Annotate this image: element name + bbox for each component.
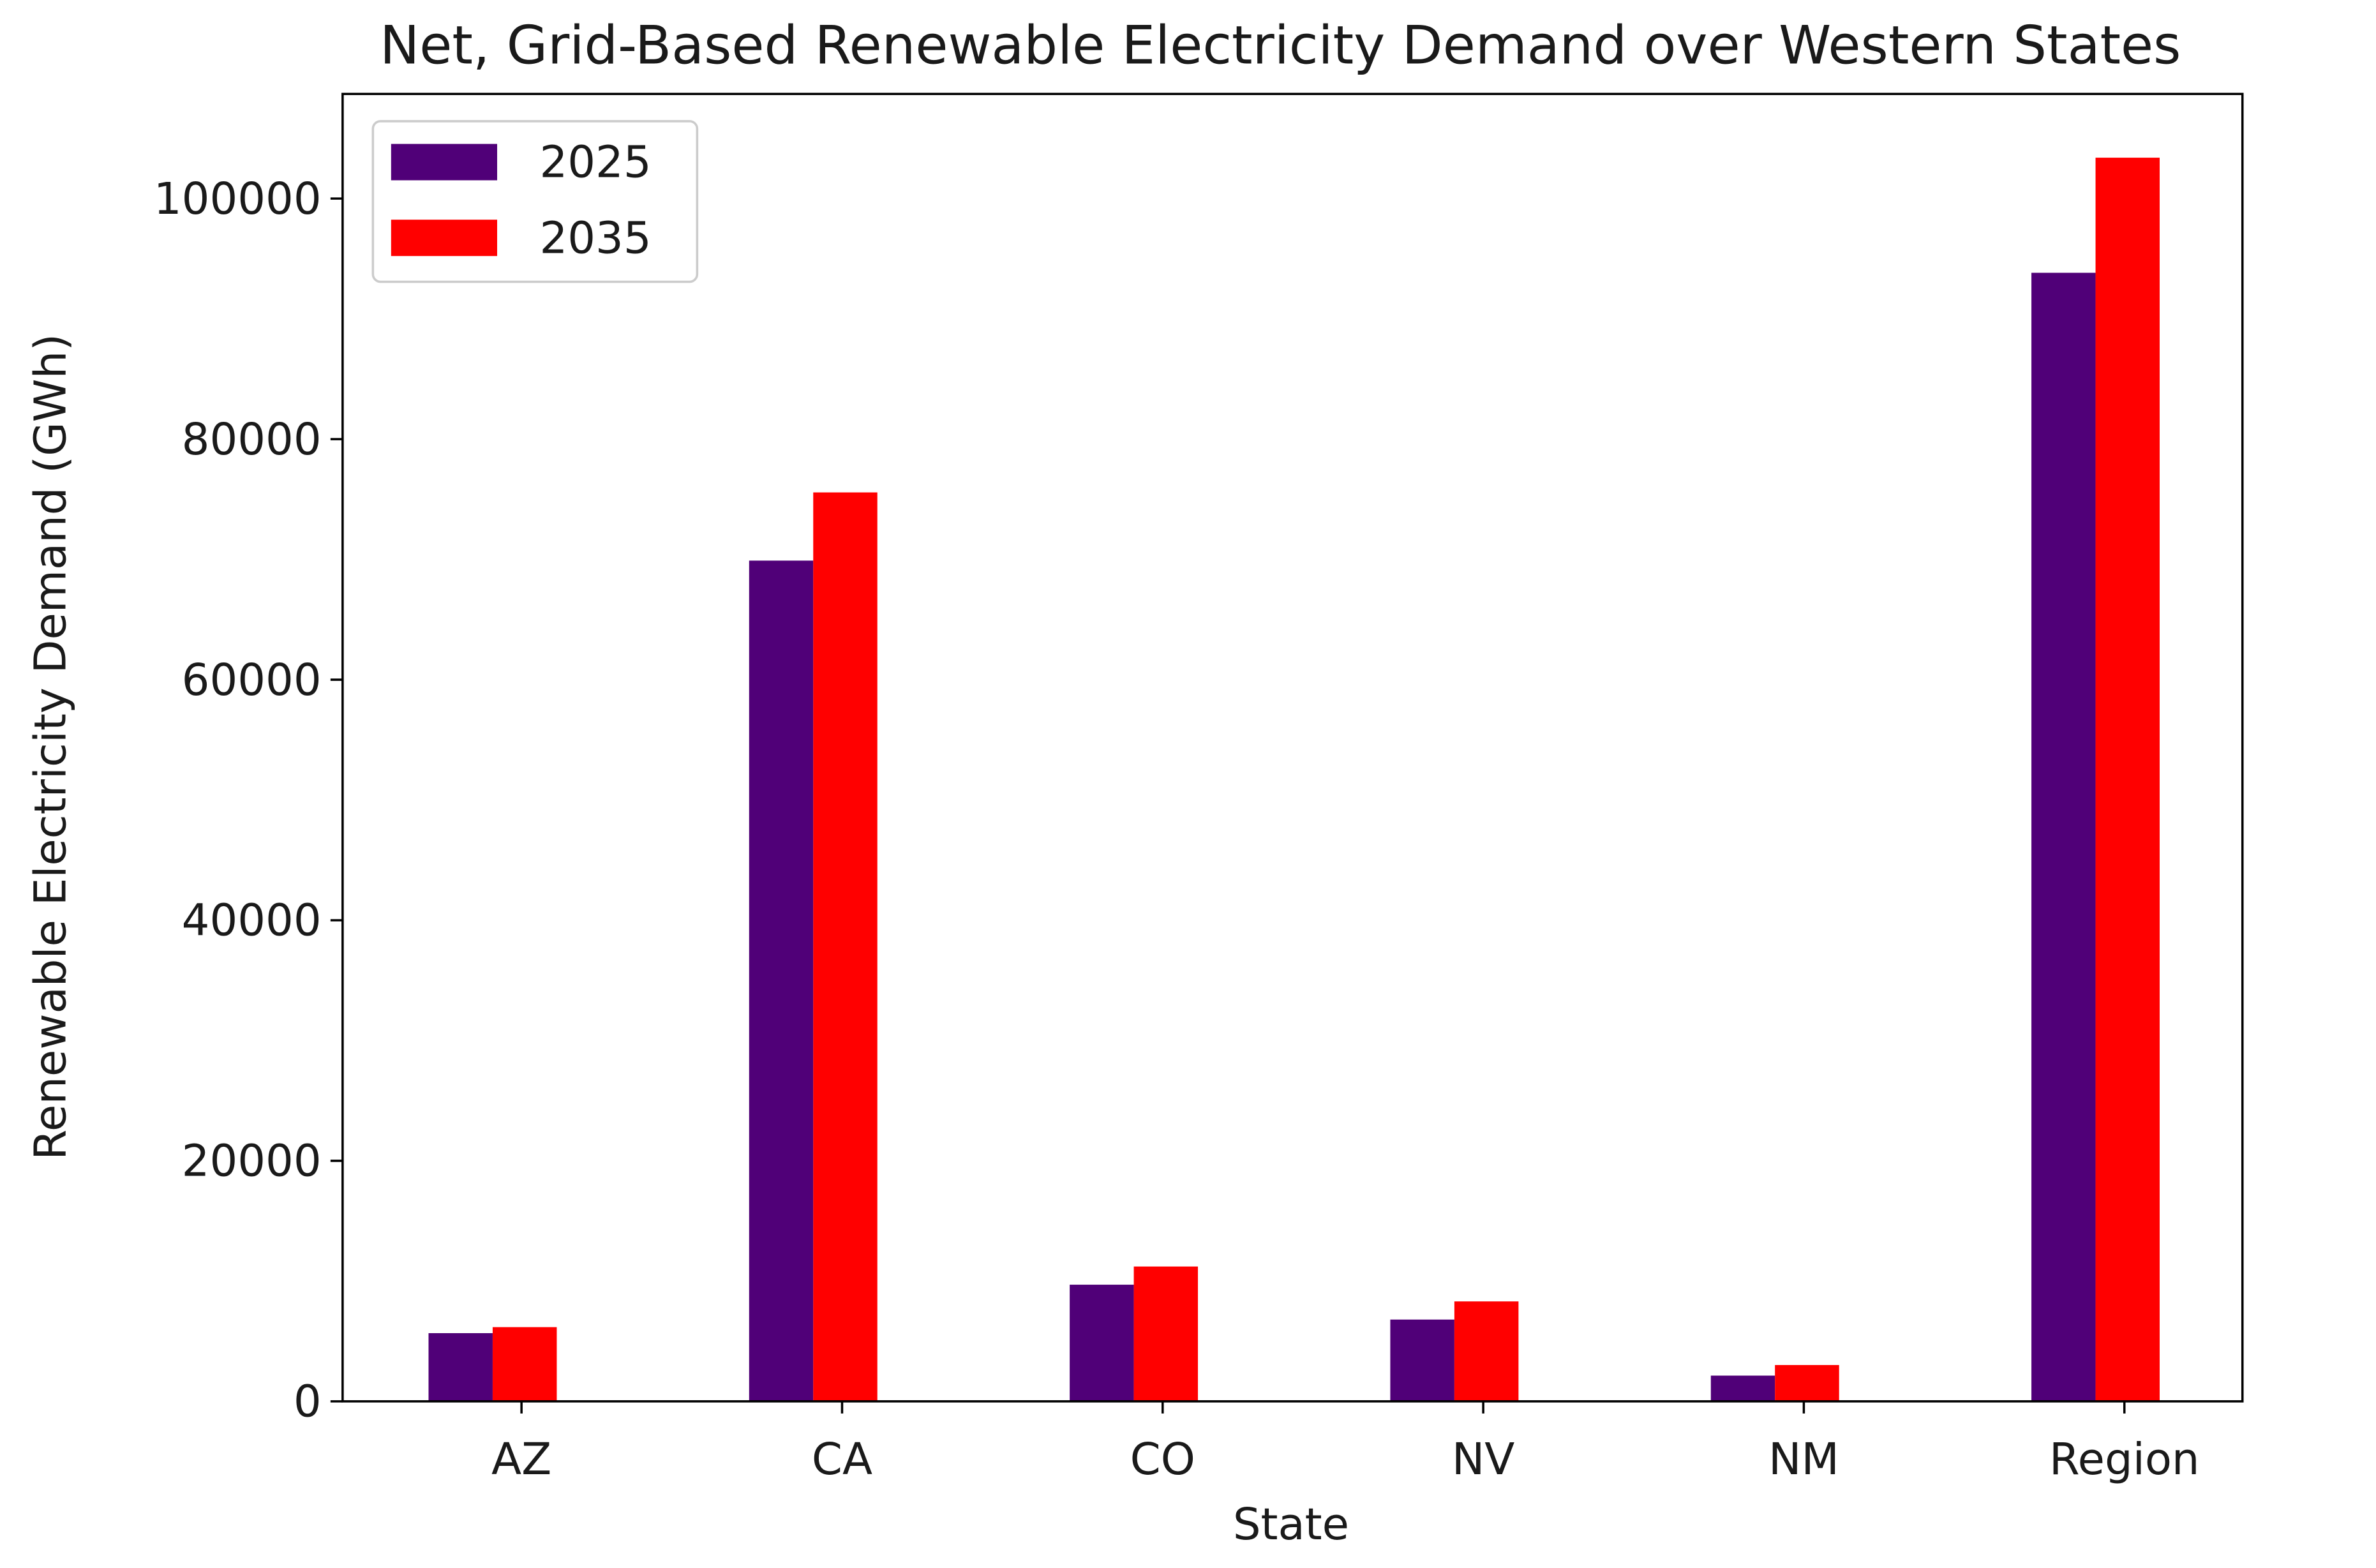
legend-label: 2035 — [539, 213, 651, 264]
y-tick-label: 20000 — [182, 1136, 322, 1187]
bar — [1390, 1319, 1454, 1401]
bar — [749, 560, 814, 1401]
y-tick-label: 100000 — [154, 174, 322, 225]
legend-swatch — [391, 144, 497, 181]
x-tick-label: NM — [1768, 1434, 1839, 1485]
x-tick-label: NV — [1452, 1434, 1515, 1485]
x-tick-label: AZ — [491, 1434, 551, 1485]
y-tick-label: 0 — [294, 1377, 322, 1428]
x-axis-label: State — [1233, 1499, 1349, 1550]
bar — [1454, 1301, 1519, 1401]
y-tick-label: 60000 — [182, 655, 322, 706]
bar — [1775, 1364, 1839, 1401]
chart-title: Net, Grid-Based Renewable Electricity De… — [380, 15, 2181, 77]
plot-frame — [341, 93, 2244, 1403]
bar — [428, 1333, 493, 1401]
bar — [492, 1327, 557, 1401]
bar — [2031, 273, 2096, 1401]
bar — [813, 492, 878, 1401]
y-tick-label: 40000 — [182, 895, 322, 946]
bar — [1133, 1266, 1199, 1401]
x-tick-label: Region — [2049, 1434, 2200, 1485]
x-tick-label: CO — [1130, 1434, 1195, 1485]
bar — [1070, 1285, 1134, 1401]
y-axis-label: Renewable Electricity Demand (GWh) — [25, 334, 76, 1160]
bar — [2095, 158, 2160, 1401]
legend-label: 2025 — [539, 137, 651, 188]
bar — [1710, 1375, 1775, 1401]
y-tick-label: 80000 — [182, 414, 322, 465]
legend-swatch — [391, 220, 497, 257]
x-tick-label: CA — [812, 1434, 872, 1485]
